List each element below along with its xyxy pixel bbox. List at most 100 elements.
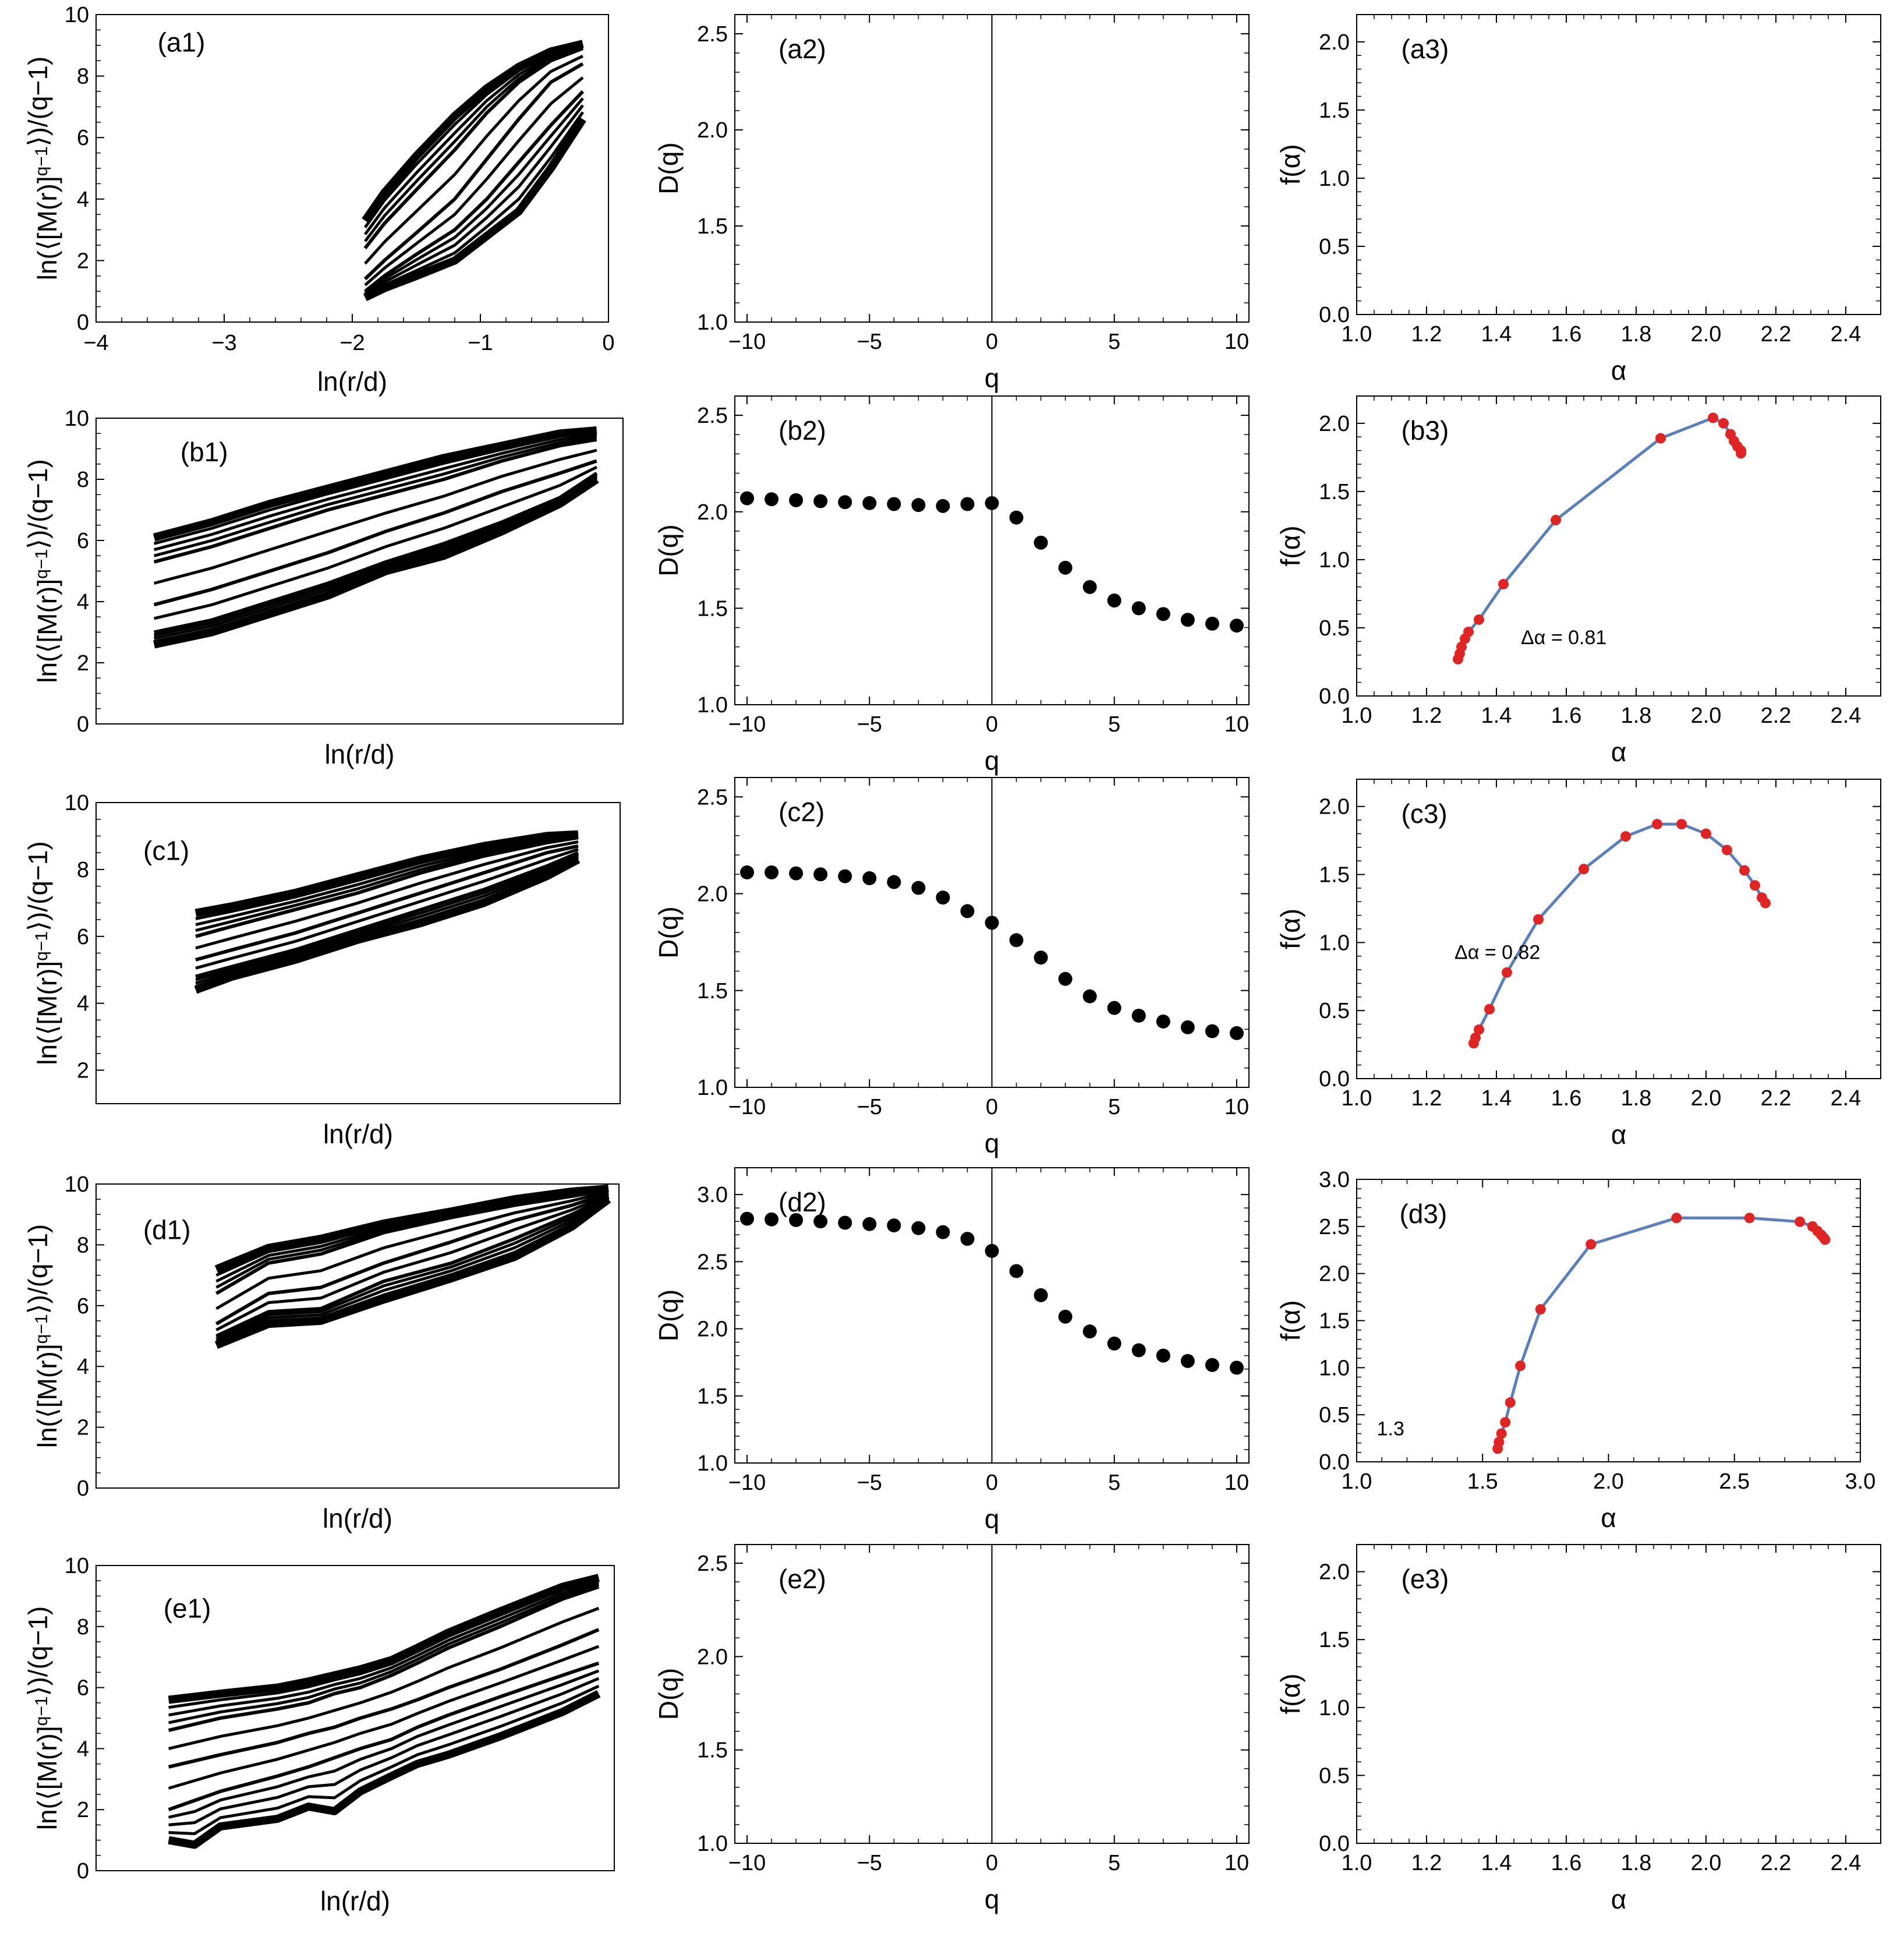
x-tick-label-a2: 5 <box>1108 330 1120 354</box>
dq-point-d2 <box>1107 1336 1121 1351</box>
dq-point-d2 <box>862 1217 877 1231</box>
panel-label-c3: (c3) <box>1402 798 1448 829</box>
spectrum-point-d3 <box>1505 1397 1516 1408</box>
dq-point-b2 <box>1058 560 1073 575</box>
x-tick-label-a3: 1.0 <box>1342 322 1372 347</box>
dq-point-b2 <box>740 491 755 506</box>
spectrum-point-c3 <box>1470 1032 1481 1043</box>
y-tick-label-b1: 4 <box>77 590 89 614</box>
x-tick-label-d3: 3.0 <box>1845 1469 1876 1494</box>
panel-b2: −10 −5 0 5 10 1.0 1.5 2.0 2.5 (b2) q D(q) <box>653 395 1250 776</box>
y-tick-label-d2: 2.5 <box>697 1250 728 1274</box>
y-tick-label-c1: 6 <box>77 925 89 949</box>
scaling-curve-b1-top <box>153 426 597 542</box>
y-tick-label-e2: 1.5 <box>697 1738 728 1763</box>
x-axis-label-e1: ln(r/d) <box>320 1886 390 1916</box>
scaling-curve-interp-b1 <box>154 475 598 640</box>
y-axis-label-e1: ln(⟨[M(r)]q−1⟩)/(q−1) <box>23 1606 62 1830</box>
spectrum-point-c3 <box>1676 819 1687 830</box>
y-tick-label-a1: 4 <box>77 188 89 212</box>
scaling-curve-interp-a1 <box>364 97 584 294</box>
x-tick-label-d2: 5 <box>1108 1471 1120 1495</box>
y-axis-label-c1: ln(⟨[M(r)]q−1⟩)/(q−1) <box>23 841 62 1065</box>
y-tick-label-c3: 2.0 <box>1319 795 1350 819</box>
spectrum-point-b3 <box>1498 579 1509 590</box>
scaling-curve-c1-lower <box>195 851 579 978</box>
dq-point-d2 <box>960 1232 975 1246</box>
spectrum-point-d3 <box>1820 1234 1831 1245</box>
scaling-curve-b1-mid <box>153 459 597 607</box>
x-axis-label-b3: α <box>1611 737 1627 767</box>
dq-point-b2 <box>1034 535 1048 550</box>
dq-point-d2 <box>740 1211 755 1226</box>
spectrum-point-c3 <box>1474 1024 1484 1035</box>
y-tick-label-a1: 2 <box>77 249 89 273</box>
y-axis-label-d2: D(q) <box>653 1289 684 1341</box>
dq-point-d2 <box>1034 1288 1048 1302</box>
scaling-curve-e1-lower <box>168 1661 600 1812</box>
scaling-curve-interp-e1 <box>168 1677 600 1826</box>
scaling-curve-d1-bottom <box>214 1196 611 1349</box>
spectrum-point-c3 <box>1533 914 1544 925</box>
y-tick-label-b3: 0.0 <box>1319 684 1350 709</box>
x-tick-label-b3: 2.2 <box>1761 704 1792 728</box>
scaling-curve-a1-mid-lower <box>364 90 585 293</box>
x-tick-label-e2: −5 <box>857 1851 882 1875</box>
spectrum-point-c3 <box>1484 1003 1495 1015</box>
x-tick-label-b2: −5 <box>857 712 882 737</box>
x-tick-label-d2: −10 <box>728 1471 766 1495</box>
panel-a3: 1.0 1.2 1.4 1.6 1.8 2.0 2.2 2.4 0.0 0.5 1.0 1.5 2.0 (… <box>1275 14 1881 386</box>
dq-point-c2 <box>985 916 999 930</box>
y-tick-label-d3: 2.5 <box>1319 1215 1350 1239</box>
y-tick-label-e2: 1.0 <box>697 1832 728 1856</box>
scaling-curve-b1-lower <box>153 471 598 634</box>
dq-point-c2 <box>1229 1026 1244 1040</box>
x-tick-label-a3: 1.6 <box>1551 322 1582 347</box>
y-tick-label-a2: 2.0 <box>697 118 728 143</box>
y-axis-label-d1: ln(⟨[M(r)]q−1⟩)/(q−1) <box>23 1224 62 1448</box>
scaling-curve-interp-a1 <box>364 55 584 265</box>
spectrum-point-c3 <box>1502 967 1512 978</box>
x-tick-label-a1: −3 <box>211 331 236 355</box>
x-tick-label-e3: 2.2 <box>1761 1851 1792 1875</box>
scaling-curve-interp-b1 <box>153 436 597 557</box>
dq-point-c2 <box>1107 1001 1121 1015</box>
panel-label-a3: (a3) <box>1402 34 1449 64</box>
spectrum-point-c3 <box>1701 828 1711 839</box>
y-tick-label-e1: 6 <box>77 1676 89 1701</box>
dq-point-b2 <box>1205 616 1219 631</box>
annotation-b3: Δα = 0.81 <box>1521 627 1606 649</box>
spectrum-point-c3 <box>1652 819 1662 830</box>
scaling-curve-interp-a1 <box>364 45 583 242</box>
y-tick-label-b1: 2 <box>77 651 89 676</box>
x-tick-label-e2: 10 <box>1224 1851 1249 1875</box>
panel-c2: −10 −5 0 5 10 1.0 1.5 2.0 2.5 (c2) q D(q) <box>653 777 1250 1158</box>
spectrum-point-b3 <box>1474 614 1484 625</box>
y-tick-label-a3: 2.0 <box>1319 30 1350 55</box>
x-axis-label-d3: α <box>1601 1503 1616 1533</box>
y-tick-label-e2: 2.5 <box>697 1552 728 1576</box>
spectrum-line-c3 <box>1472 822 1767 1044</box>
x-tick-label-a1: −4 <box>83 331 108 355</box>
y-tick-label-c3: 0.5 <box>1319 999 1350 1023</box>
scaling-curve-interp-d1 <box>215 1190 609 1310</box>
x-tick-label-e3: 2.4 <box>1831 1851 1861 1875</box>
y-tick-label-e2: 2.0 <box>697 1645 728 1669</box>
panel-label-e2: (e2) <box>778 1564 826 1594</box>
x-axis-label-d1: ln(r/d) <box>323 1503 392 1533</box>
scaling-curve-a1-top <box>362 40 584 223</box>
scaling-curve-c1-mid <box>195 844 579 962</box>
y-tick-label-e3: 2.0 <box>1319 1560 1350 1585</box>
y-tick-label-d3: 1.0 <box>1319 1356 1350 1380</box>
y-tick-label-c3: 0.0 <box>1319 1067 1350 1091</box>
scaling-curve-interp-e1 <box>168 1669 600 1819</box>
x-tick-label-c3: 2.2 <box>1761 1086 1792 1111</box>
scaling-curve-d1-top <box>214 1184 609 1273</box>
panel-label-a2: (a2) <box>778 34 826 64</box>
x-tick-label-d2: −5 <box>857 1471 882 1495</box>
x-tick-label-b2: 0 <box>986 712 998 737</box>
spectrum-point-c3 <box>1722 844 1732 856</box>
y-axis-label-a3: f(α) <box>1275 144 1305 185</box>
x-tick-label-a2: 0 <box>986 330 998 354</box>
spectrum-point-b3 <box>1551 515 1561 526</box>
